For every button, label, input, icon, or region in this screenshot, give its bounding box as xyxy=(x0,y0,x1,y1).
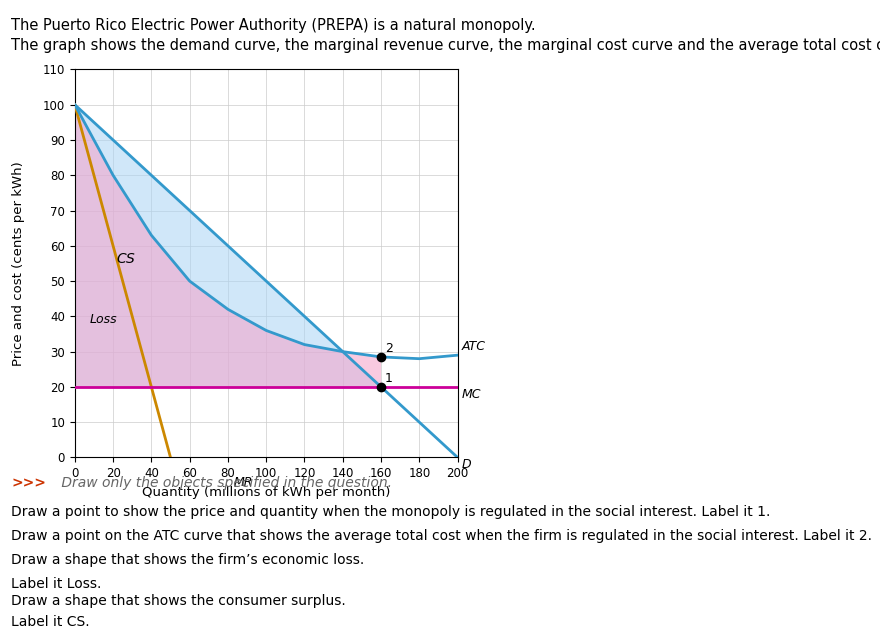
Text: Draw a point on the ATC curve that shows the average total cost when the firm is: Draw a point on the ATC curve that shows… xyxy=(11,529,872,543)
Text: CS: CS xyxy=(117,252,136,266)
Text: The Puerto Rico Electric Power Authority (PREPA) is a natural monopoly.: The Puerto Rico Electric Power Authority… xyxy=(11,18,536,33)
Text: Label it CS.: Label it CS. xyxy=(11,615,90,629)
Text: Draw only the objects specified in the question.: Draw only the objects specified in the q… xyxy=(57,476,392,490)
Text: Loss: Loss xyxy=(90,314,118,326)
Text: 2: 2 xyxy=(385,341,392,355)
Text: MC: MC xyxy=(461,387,481,401)
Text: Draw a point to show the price and quantity when the monopoly is regulated in th: Draw a point to show the price and quant… xyxy=(11,505,771,519)
Polygon shape xyxy=(75,105,381,387)
Text: Label it Loss.: Label it Loss. xyxy=(11,577,102,591)
Polygon shape xyxy=(75,105,381,387)
Text: MR: MR xyxy=(234,476,253,488)
Text: Draw a shape that shows the firm’s economic loss.: Draw a shape that shows the firm’s econo… xyxy=(11,553,364,567)
Text: Draw a shape that shows the consumer surplus.: Draw a shape that shows the consumer sur… xyxy=(11,594,346,608)
Text: >>>: >>> xyxy=(11,476,47,490)
X-axis label: Quantity (millions of kWh per month): Quantity (millions of kWh per month) xyxy=(142,486,391,498)
Y-axis label: Price and cost (cents per kWh): Price and cost (cents per kWh) xyxy=(12,161,25,366)
Text: The graph shows the demand curve, the marginal revenue curve, the marginal cost : The graph shows the demand curve, the ma… xyxy=(11,38,880,53)
Text: ATC: ATC xyxy=(461,340,486,353)
Text: 1: 1 xyxy=(385,372,392,385)
Text: D: D xyxy=(461,458,471,471)
